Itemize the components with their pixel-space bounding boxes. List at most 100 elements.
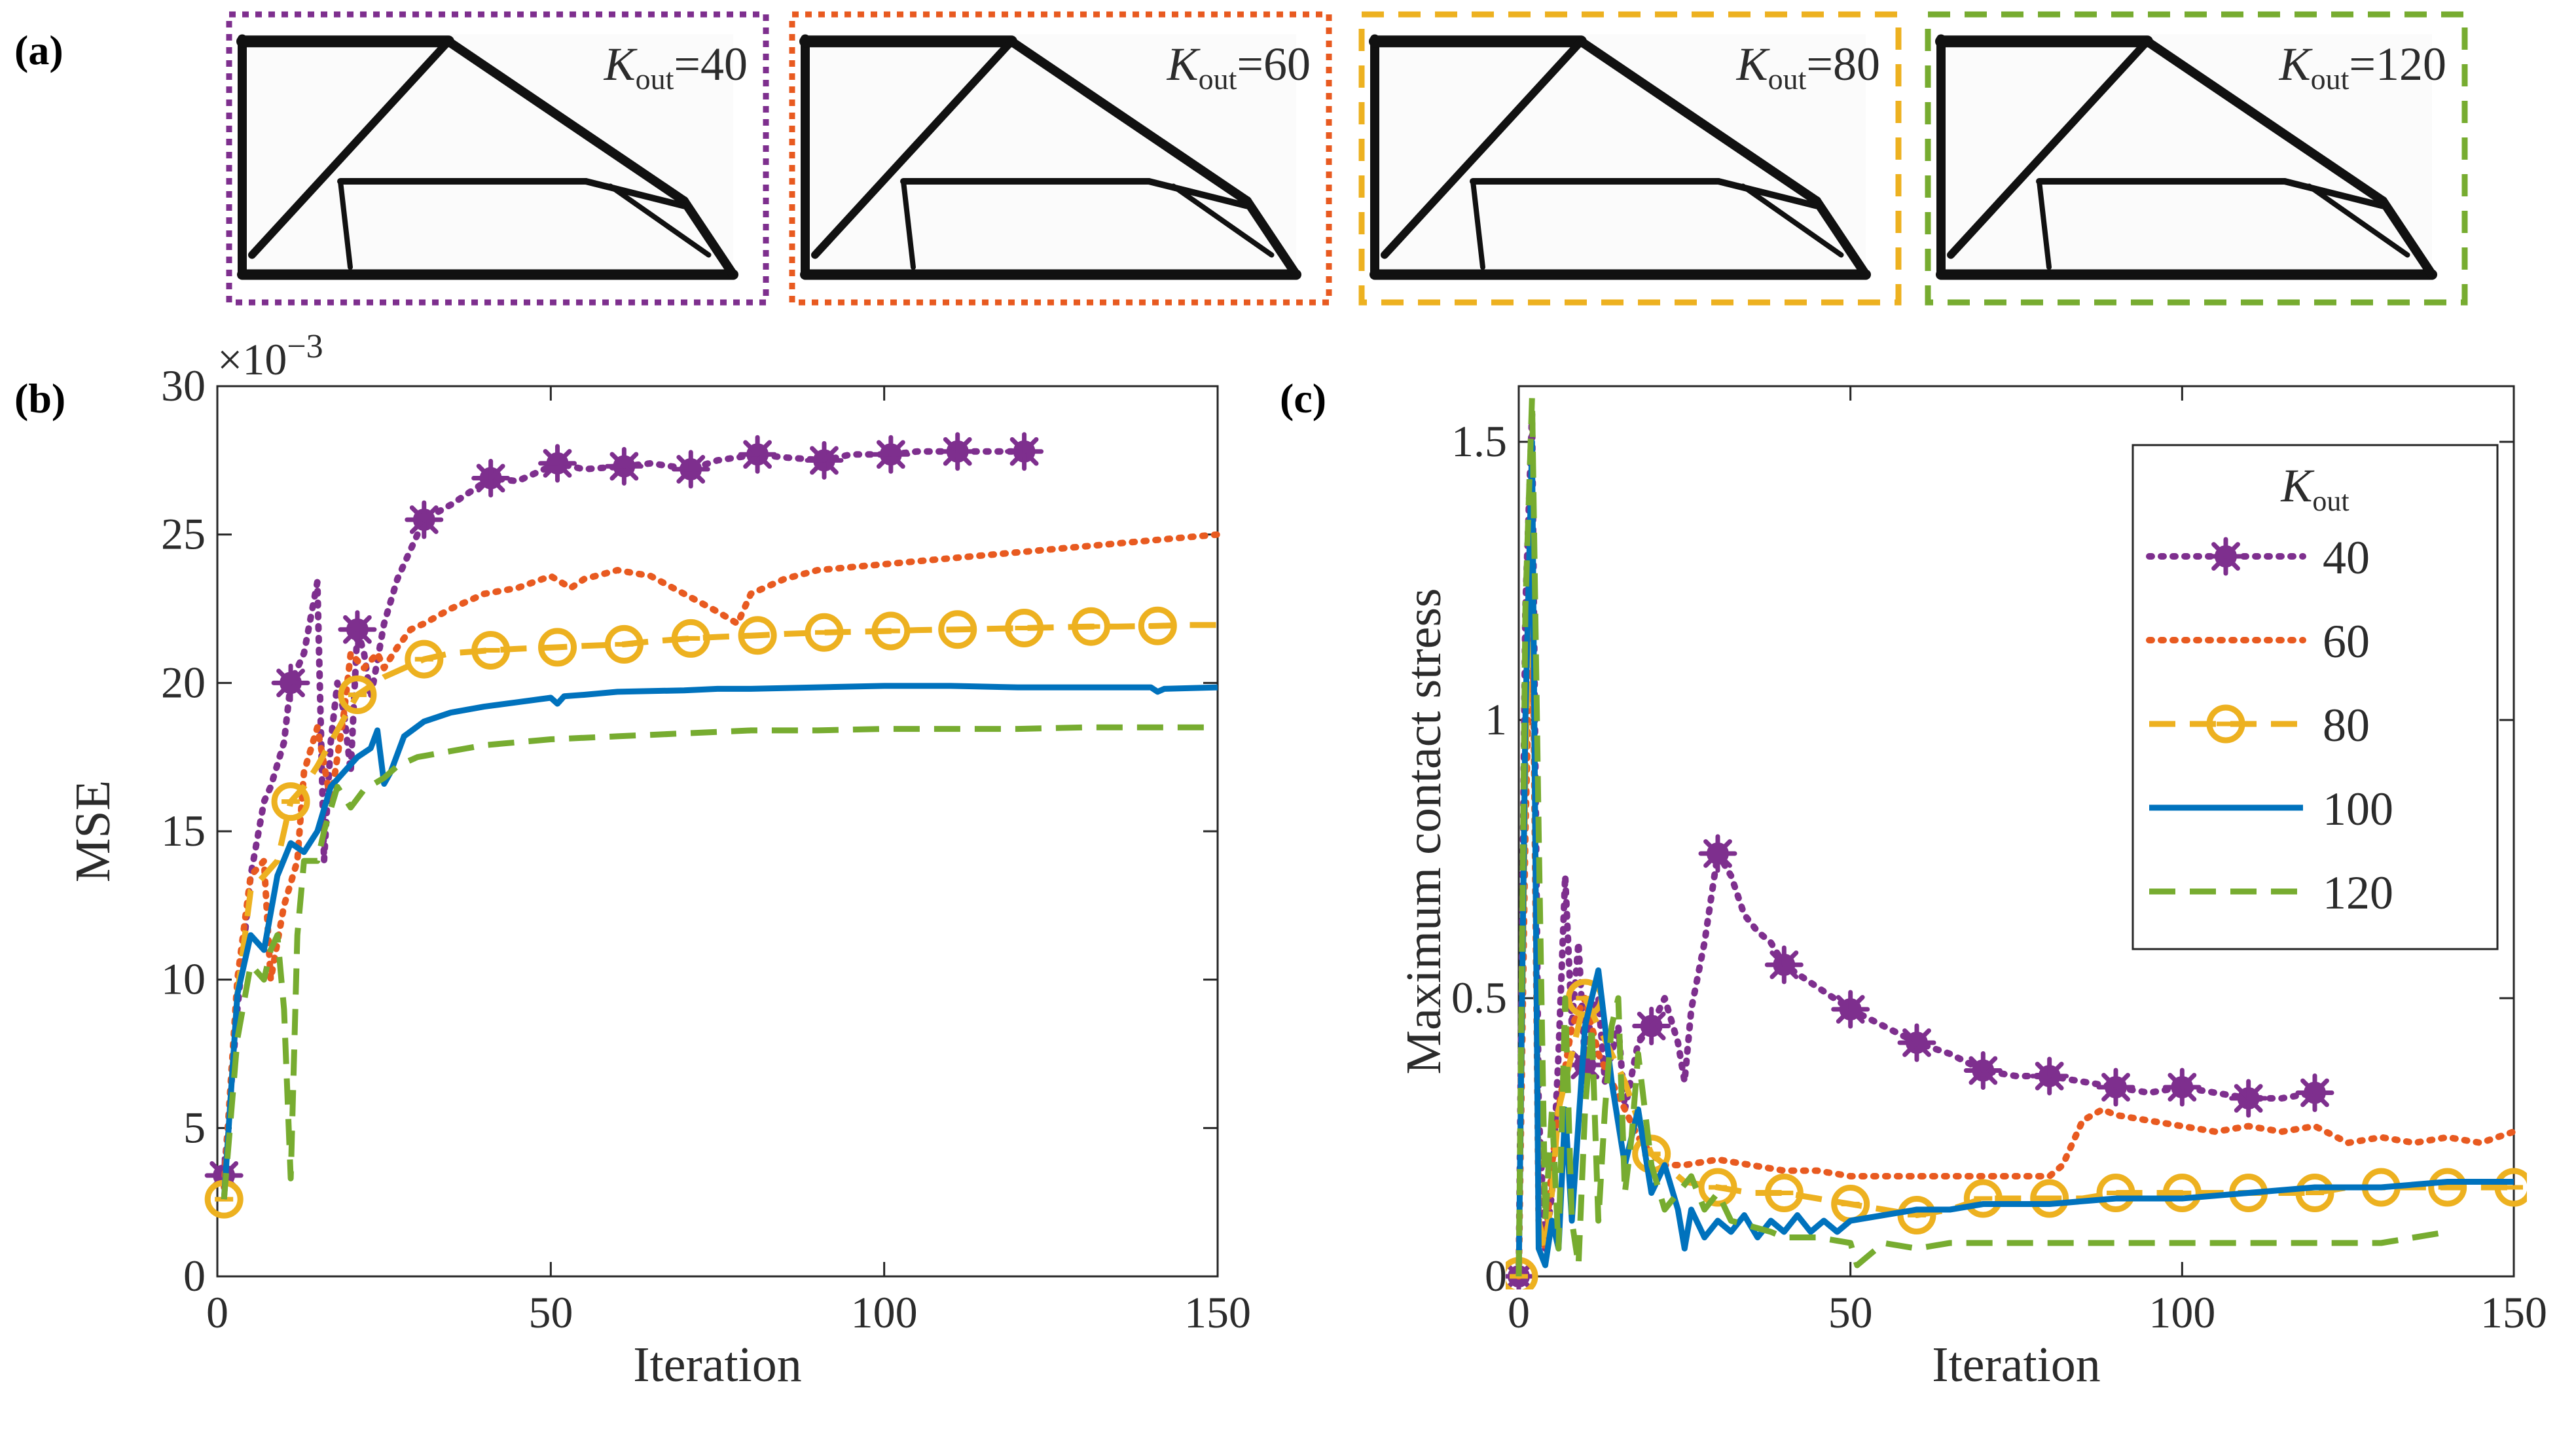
chart-contact-stress: 0 50 100 150 0 0.5 1 1.5 Iteration Maximum contac…: [1396, 385, 2547, 1392]
design-label: Kout=60: [1167, 38, 1311, 96]
series-marker-80: [338, 675, 377, 714]
y-tick-label: 5: [183, 1102, 206, 1152]
marker-ray: [1848, 995, 1865, 1012]
design-member: [2378, 196, 2437, 279]
series-marker-80: [604, 624, 644, 664]
x-tick-label: 150: [1184, 1287, 1251, 1337]
design-member: [248, 37, 452, 259]
marker-ray: [488, 463, 505, 481]
series-line-40: [1515, 410, 2318, 1280]
design-member: [1381, 37, 1585, 259]
legend-title-var: K: [2280, 459, 2315, 512]
y-tick-label: 1.5: [1451, 416, 1507, 466]
marker-ring: [2096, 1174, 2135, 1212]
series-80: [204, 606, 1218, 1219]
marker-ring: [671, 619, 710, 658]
y-tick-label: 20: [161, 657, 206, 707]
series-marker-80: [405, 639, 444, 679]
design-image-bg: [805, 34, 1296, 279]
design-member: [680, 196, 738, 279]
design-member: [1007, 37, 1252, 206]
series-100: [221, 683, 1218, 1200]
marker-ring: [1764, 1174, 1804, 1212]
series-40: [204, 432, 1044, 1195]
series-marker-40: [2162, 1068, 2202, 1107]
marker-ring: [1071, 607, 1110, 646]
marker-ray: [1649, 1011, 1666, 1028]
label-sub: out: [636, 62, 674, 96]
y-tick-label: 0: [1485, 1251, 1507, 1301]
series-marker-40: [2030, 1056, 2069, 1096]
marker-ring: [1138, 606, 1177, 645]
series-marker-40: [1632, 1007, 1671, 1045]
marker-ray: [888, 440, 905, 457]
series-line-60: [1515, 550, 2517, 1280]
marker-ray: [2047, 1062, 2064, 1079]
legend-label: 100: [2323, 783, 2393, 835]
series-marker-80: [671, 619, 710, 658]
series-marker-40: [1831, 990, 1870, 1029]
label-value: =40: [674, 38, 748, 90]
series-60: [1515, 550, 2517, 1280]
marker-ray: [355, 615, 372, 632]
marker-ring: [2428, 1168, 2467, 1207]
design-member: [338, 179, 353, 270]
y-tick-label: 1: [1485, 694, 1507, 744]
marker-ray: [822, 446, 839, 463]
legend-label: 40: [2323, 531, 2370, 584]
design-member: [1470, 179, 1485, 270]
series-marker-40: [1698, 834, 1737, 873]
legend-item-60: 60: [2146, 615, 2370, 668]
series-marker-80: [805, 613, 844, 652]
series-120: [221, 724, 1218, 1200]
marker-ray: [688, 455, 706, 472]
series-marker-40: [405, 500, 444, 539]
design-member: [2143, 37, 2387, 206]
series-marker-40: [271, 663, 310, 702]
marker-ring: [2162, 1174, 2202, 1212]
series-marker-40: [538, 444, 577, 483]
series-marker-40: [1897, 1023, 1936, 1062]
series-marker-40: [738, 435, 777, 474]
marker-ray: [2246, 1084, 2263, 1101]
label-value: =120: [2349, 38, 2446, 90]
design-label: Kout=80: [1736, 38, 1880, 96]
legend-marker: [2206, 537, 2245, 576]
series-marker-40: [338, 610, 377, 649]
marker-ring: [271, 782, 310, 821]
marker-ray: [955, 437, 972, 454]
panel-label-c: (c): [1280, 375, 1326, 422]
marker-ring: [2206, 704, 2245, 744]
legend-label: 80: [2323, 699, 2370, 751]
y-tick-label: 0: [183, 1251, 206, 1301]
design-thumb-3: Kout=120: [1925, 11, 2468, 306]
y-axis-label: Maximum contact stress: [1396, 588, 1451, 1075]
marker-ring: [738, 616, 777, 655]
marker-ring: [2295, 1174, 2334, 1212]
series-marker-80: [538, 628, 577, 667]
design-thumb-2: Kout=80: [1358, 11, 1902, 306]
y-tick-label: 25: [161, 509, 206, 559]
panel-label-a: (a): [14, 27, 63, 73]
design-member: [583, 178, 687, 209]
design-member: [1740, 183, 1844, 258]
marker-ring: [871, 611, 911, 651]
y-axis-label: MSE: [65, 780, 120, 882]
series-60: [221, 531, 1221, 1191]
design-label: Kout=120: [2279, 38, 2446, 96]
legend-item-120: 120: [2149, 867, 2393, 919]
x-tick-label: 100: [2149, 1287, 2215, 1337]
design-member: [1170, 183, 1275, 258]
series-line-100: [221, 683, 1218, 1200]
series-marker-40: [938, 432, 977, 471]
marker-ray: [2223, 542, 2240, 559]
marker-ring: [805, 613, 844, 652]
design-thumbnails: Kout=40 Kout=60 Kout=80 Kout=120: [226, 11, 2468, 306]
label-sub: out: [2311, 62, 2349, 96]
series-marker-80: [2494, 1168, 2527, 1207]
series-marker-80: [271, 782, 310, 821]
plot-frame: [216, 385, 1219, 1278]
marker-ring: [538, 628, 577, 667]
series-line-40: [221, 448, 1028, 1179]
series-marker-80: [1764, 1174, 1804, 1212]
